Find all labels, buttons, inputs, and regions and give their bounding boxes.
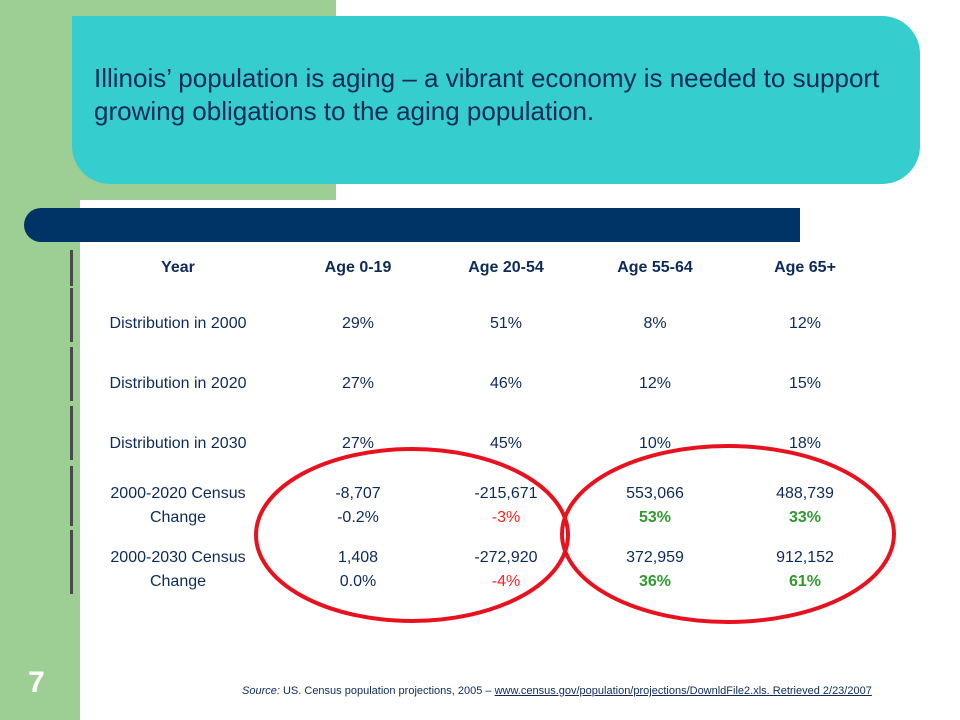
table-cell: 29% [341, 315, 375, 332]
table-cell: 27% [341, 375, 375, 392]
row-label-line2: Change [149, 573, 207, 590]
table-cell: 1,408 0.0% [284, 538, 432, 602]
row-label: 2000-2030 Census Change [72, 538, 284, 602]
population-table: Year Age 0-19 Age 20-54 Age 55-64 Age 65… [72, 242, 880, 602]
header-age-20-54: Age 20-54 [468, 259, 544, 276]
table-row: Distribution in 2020 27% 46% 12% 15% [72, 354, 880, 414]
change-count: 553,066 [626, 485, 684, 502]
row-label-line2: Change [149, 509, 207, 526]
change-count: -8,707 [335, 485, 381, 502]
change-pct-positive: 53% [638, 509, 672, 526]
header-year: Year [161, 259, 195, 276]
table-cell: 45% [489, 435, 523, 452]
table-row-change-2030: 2000-2030 Census Change 1,408 0.0% -272,… [72, 538, 880, 602]
table-cell: 12% [788, 315, 822, 332]
table-cell: 10% [638, 435, 672, 452]
source-note: Source: US. Census population projection… [242, 684, 942, 699]
row-label-line1: 2000-2020 Census [110, 485, 246, 502]
navy-divider-bar [24, 208, 800, 242]
table-cell: 912,152 61% [730, 538, 880, 602]
slide-title: Illinois’ population is aging – a vibran… [94, 63, 880, 126]
table-cell: 46% [489, 375, 523, 392]
row-label: 2000-2020 Census Change [72, 474, 284, 538]
change-count: -215,671 [474, 485, 538, 502]
change-count: 1,408 [337, 549, 379, 566]
table-cell: 27% [341, 435, 375, 452]
table-cell: -272,920 -4% [432, 538, 580, 602]
table-header-row: Year Age 0-19 Age 20-54 Age 55-64 Age 65… [72, 242, 880, 294]
table-cell: 15% [788, 375, 822, 392]
row-bracket [70, 466, 78, 526]
row-bracket [70, 406, 78, 460]
row-label: Distribution in 2020 [109, 375, 247, 392]
row-label: Distribution in 2000 [109, 315, 247, 332]
table-cell: 488,739 33% [730, 474, 880, 538]
table-cell: -8,707 -0.2% [284, 474, 432, 538]
row-label-line1: 2000-2030 Census [110, 549, 246, 566]
change-pct: 0.0% [339, 573, 377, 590]
table-cell: 18% [788, 435, 822, 452]
row-bracket [70, 288, 78, 342]
left-green-bar [0, 0, 80, 720]
header-age-65-plus: Age 65+ [774, 259, 836, 276]
change-pct-positive: 33% [788, 509, 822, 526]
title-box: Illinois’ population is aging – a vibran… [72, 16, 920, 184]
row-bracket [70, 347, 78, 401]
table-cell: 553,066 53% [580, 474, 730, 538]
table-cell: 51% [489, 315, 523, 332]
row-bracket [70, 530, 78, 594]
change-pct-negative: -3% [491, 509, 521, 526]
header-age-55-64: Age 55-64 [617, 259, 693, 276]
change-count: 372,959 [626, 549, 684, 566]
table-row: Distribution in 2030 27% 45% 10% 18% [72, 414, 880, 474]
header-age-0-19: Age 0-19 [324, 259, 392, 276]
table-cell: -215,671 -3% [432, 474, 580, 538]
table-row-change-2020: 2000-2020 Census Change -8,707 -0.2% -21… [72, 474, 880, 538]
row-label: Distribution in 2030 [109, 435, 247, 452]
source-text: US. Census population projections, 2005 … [279, 685, 495, 697]
page-number: 7 [28, 666, 45, 699]
row-bracket [70, 250, 78, 286]
table-row: Distribution in 2000 29% 51% 8% 12% [72, 294, 880, 354]
table-cell: 12% [638, 375, 672, 392]
change-pct-negative: -4% [491, 573, 521, 590]
table-cell: 8% [643, 315, 667, 332]
change-count: -272,920 [474, 549, 538, 566]
source-prefix: Source: [242, 685, 280, 697]
change-count: 488,739 [776, 485, 834, 502]
change-count: 912,152 [776, 549, 834, 566]
change-pct: -0.2% [337, 509, 379, 526]
change-pct-positive: 61% [788, 573, 822, 590]
table-cell: 372,959 36% [580, 538, 730, 602]
source-link[interactable]: www.census.gov/population/projections/Do… [494, 685, 872, 697]
change-pct-positive: 36% [638, 573, 672, 590]
